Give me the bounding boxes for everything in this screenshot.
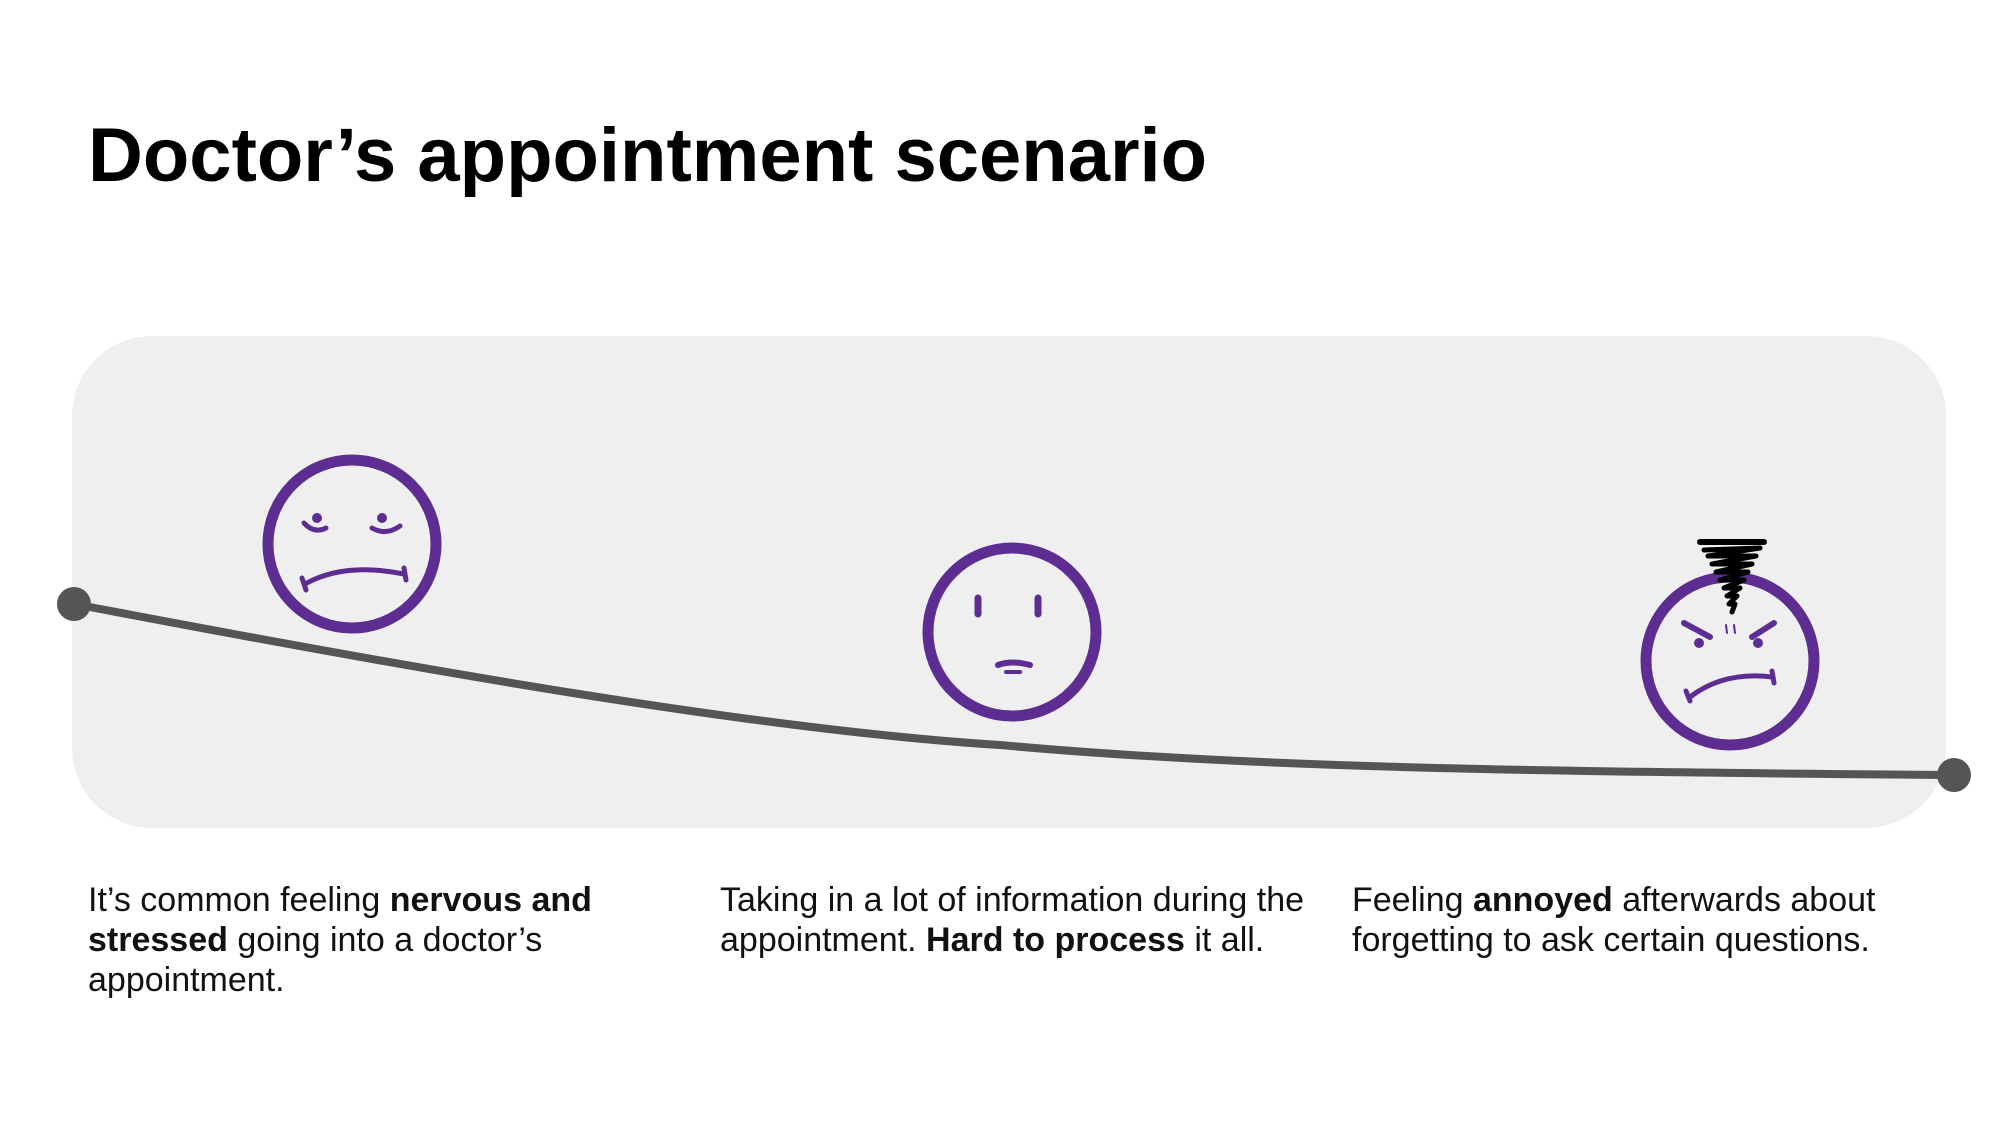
page-title: Doctor’s appointment scenario bbox=[88, 113, 1208, 198]
steam-scribble-icon bbox=[1697, 539, 1767, 615]
emotion-curve bbox=[70, 600, 1958, 779]
stage-3-caption: Feeling annoyed afterwards about forgett… bbox=[1352, 881, 1876, 959]
curve-start-dot bbox=[57, 587, 91, 621]
stage-2-caption: Taking in a lot of information during th… bbox=[720, 881, 1305, 959]
stage-1-caption: It’s common feeling nervous and stressed… bbox=[88, 881, 592, 999]
neutral-face-icon bbox=[922, 542, 1102, 722]
curve-end-dot bbox=[1937, 758, 1971, 792]
nervous-face-icon bbox=[262, 454, 442, 634]
